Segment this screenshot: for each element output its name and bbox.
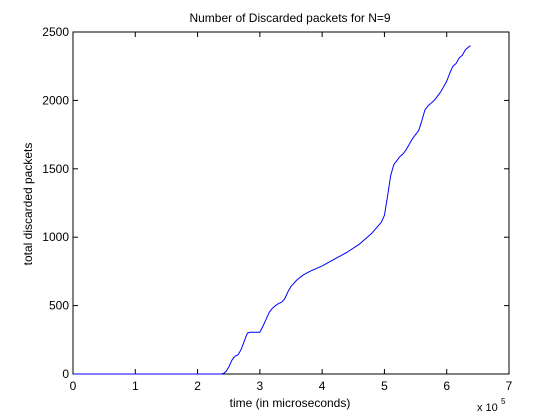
x-tick-label: 7	[506, 379, 513, 393]
series-layer	[73, 45, 471, 375]
y-tick-label: 1500	[42, 162, 69, 176]
x-tick-label: 2	[194, 379, 201, 393]
x-tick-label: 1	[132, 379, 139, 393]
x-tick-label: 4	[319, 379, 326, 393]
y-tick-label: 500	[49, 299, 69, 313]
x-tick-label: 0	[70, 379, 77, 393]
series-line	[73, 45, 471, 375]
axis-ticks: 0 1 2 3 4 5 6 7 0 500 1000 1500 2000 2500	[42, 25, 512, 393]
x-axis-label: time (in microseconds)	[230, 396, 351, 410]
y-tick-label: 2500	[42, 25, 69, 39]
x-tick-label: 5	[381, 379, 388, 393]
chart-title: Number of Discarded packets for N=9	[189, 11, 390, 25]
x-tick-label: 3	[257, 379, 264, 393]
x-axis-multiplier-exponent: 5	[501, 397, 506, 406]
x-tick-label: 6	[443, 379, 450, 393]
axes	[72, 31, 510, 375]
y-tick-label: 2000	[42, 93, 69, 107]
plot-frame	[72, 31, 510, 375]
y-tick-label: 0	[62, 367, 69, 381]
y-axis-label: total discarded packets	[21, 143, 35, 266]
x-axis-multiplier: x 10	[477, 402, 498, 414]
y-tick-label: 1000	[42, 230, 69, 244]
